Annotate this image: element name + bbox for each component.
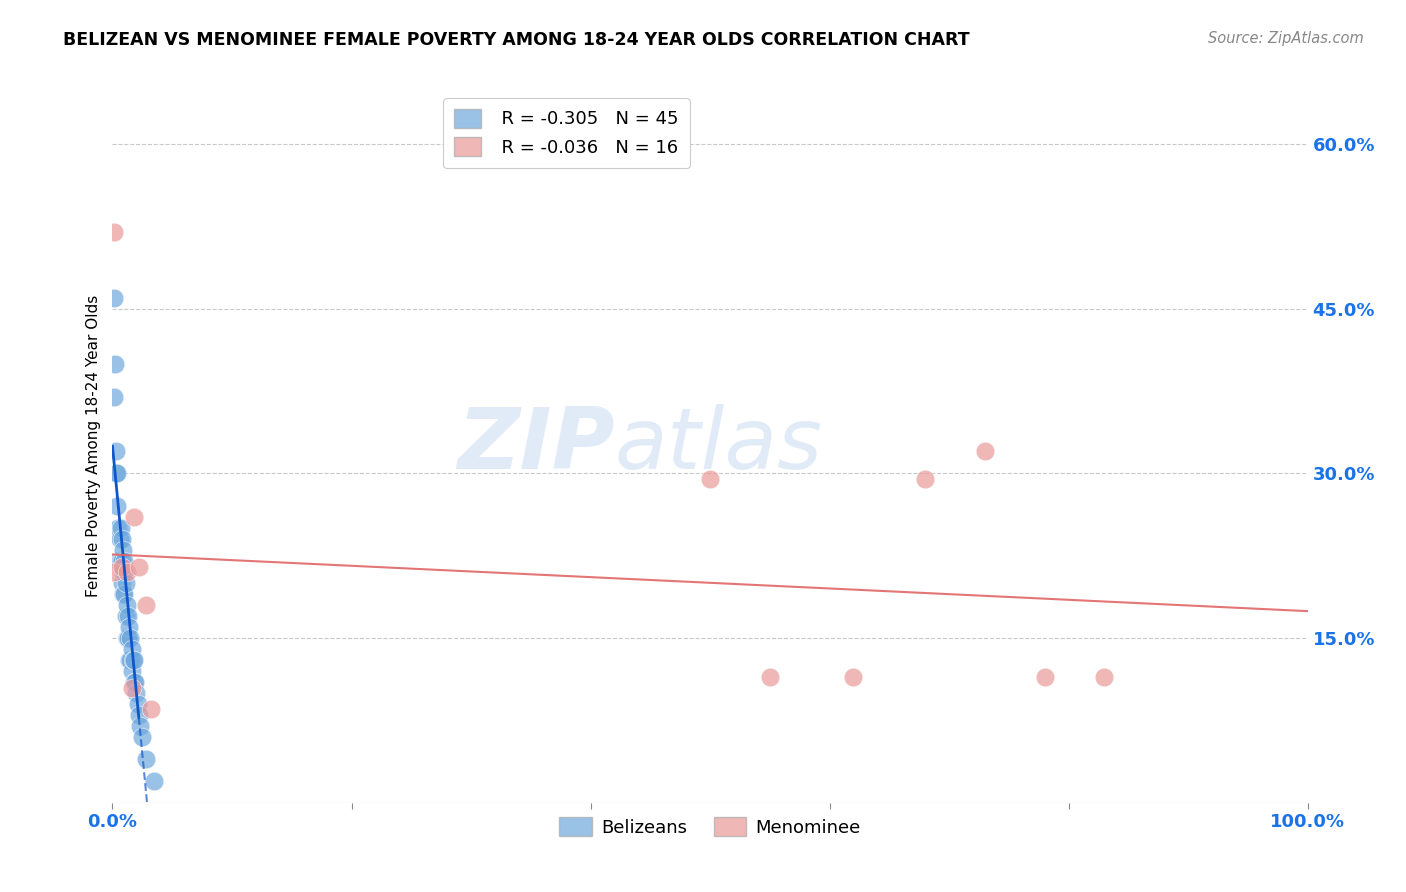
- Legend: Belizeans, Menominee: Belizeans, Menominee: [553, 810, 868, 844]
- Point: [111, 533, 134, 547]
- Point: [128, 559, 150, 574]
- Point: [121, 642, 143, 657]
- Point: [143, 773, 166, 788]
- Point: [115, 598, 138, 612]
- Point: [121, 681, 143, 695]
- Point: [111, 554, 134, 568]
- Point: [110, 521, 132, 535]
- Point: [114, 609, 136, 624]
- Point: [135, 752, 157, 766]
- Point: [128, 708, 150, 723]
- Y-axis label: Female Poverty Among 18-24 Year Olds: Female Poverty Among 18-24 Year Olds: [86, 295, 101, 597]
- Point: [114, 554, 135, 568]
- Point: [103, 291, 125, 305]
- Point: [108, 533, 131, 547]
- Point: [117, 609, 139, 624]
- Point: [105, 500, 128, 514]
- Point: [105, 444, 128, 458]
- Point: [107, 554, 129, 568]
- Point: [129, 719, 152, 733]
- Point: [122, 675, 145, 690]
- Point: [117, 631, 139, 645]
- Point: [111, 559, 134, 574]
- Point: [974, 444, 997, 458]
- Point: [112, 587, 135, 601]
- Point: [103, 225, 125, 239]
- Point: [120, 653, 142, 667]
- Point: [104, 357, 127, 371]
- Text: ZIP: ZIP: [457, 404, 614, 488]
- Point: [108, 554, 131, 568]
- Point: [105, 467, 128, 481]
- Point: [120, 631, 142, 645]
- Text: atlas: atlas: [614, 404, 823, 488]
- Point: [127, 697, 149, 711]
- Text: Source: ZipAtlas.com: Source: ZipAtlas.com: [1208, 31, 1364, 46]
- Point: [759, 669, 782, 683]
- Point: [103, 566, 125, 580]
- Point: [125, 686, 148, 700]
- Text: BELIZEAN VS MENOMINEE FEMALE POVERTY AMONG 18-24 YEAR OLDS CORRELATION CHART: BELIZEAN VS MENOMINEE FEMALE POVERTY AMO…: [63, 31, 970, 49]
- Point: [118, 620, 141, 634]
- Point: [112, 543, 135, 558]
- Point: [112, 566, 135, 580]
- Point: [121, 653, 143, 667]
- Point: [699, 472, 721, 486]
- Point: [131, 730, 153, 744]
- Point: [122, 510, 145, 524]
- Point: [124, 675, 146, 690]
- Point: [115, 631, 138, 645]
- Point: [103, 390, 125, 404]
- Point: [139, 702, 162, 716]
- Point: [1033, 669, 1056, 683]
- Point: [114, 566, 135, 580]
- Point: [107, 521, 129, 535]
- Point: [114, 587, 135, 601]
- Point: [842, 669, 865, 683]
- Point: [110, 554, 132, 568]
- Point: [105, 467, 128, 481]
- Point: [115, 566, 138, 580]
- Point: [111, 576, 134, 591]
- Point: [1094, 669, 1116, 683]
- Point: [135, 598, 157, 612]
- Point: [121, 664, 143, 678]
- Point: [114, 576, 136, 591]
- Point: [914, 472, 936, 486]
- Point: [118, 653, 141, 667]
- Point: [122, 653, 145, 667]
